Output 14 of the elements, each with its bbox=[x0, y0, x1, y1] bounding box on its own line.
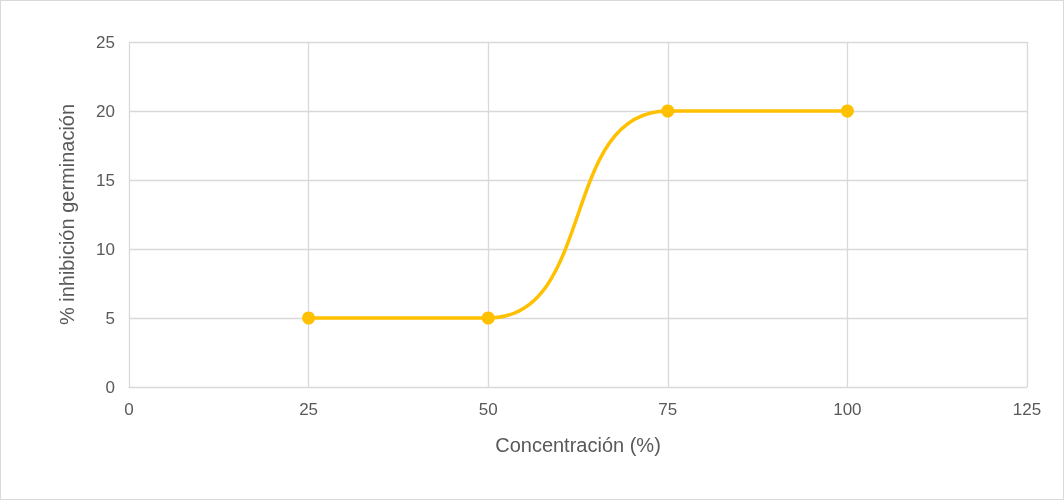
y-tick-label: 0 bbox=[105, 377, 115, 397]
y-tick-label: 25 bbox=[96, 32, 115, 52]
y-tick-label: 10 bbox=[96, 239, 115, 259]
y-tick-label: 20 bbox=[96, 101, 115, 121]
y-tick-label: 5 bbox=[105, 308, 115, 328]
y-tick-label: 15 bbox=[96, 170, 115, 190]
x-tick-label: 75 bbox=[658, 400, 678, 419]
x-tick-label: 25 bbox=[299, 400, 319, 419]
x-tick-label: 100 bbox=[833, 400, 862, 419]
y-axis-title: % inhibición germinación bbox=[56, 103, 78, 326]
x-tick-label: 125 bbox=[1012, 400, 1042, 419]
x-tick-label: 50 bbox=[478, 400, 498, 419]
x-tick-label: 0 bbox=[124, 400, 134, 419]
x-axis-title: Concentración (%) bbox=[495, 434, 661, 456]
